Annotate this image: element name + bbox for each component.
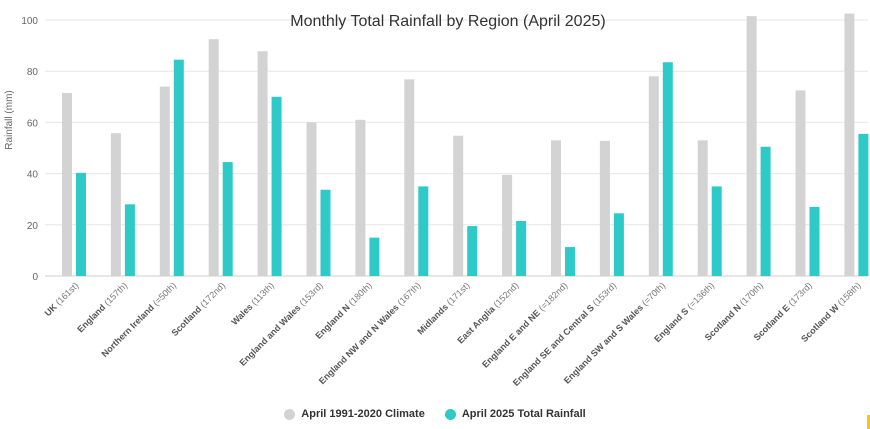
bar-2025[interactable] [809,206,820,276]
bar-climate[interactable] [208,39,219,277]
legend-item-2025[interactable]: April 2025 Total Rainfall [444,408,586,420]
bar-climate[interactable] [110,133,121,276]
bar-climate[interactable] [599,140,610,276]
bar-climate[interactable] [159,86,170,276]
bar-climate[interactable] [257,51,268,277]
bar-climate[interactable] [404,79,415,276]
bar-2025[interactable] [418,186,429,276]
x-axis-ticks: UK (161st)England (157th)Northern Irelan… [43,280,863,388]
y-tick-label: 100 [21,16,38,27]
bar-climate[interactable] [306,122,317,277]
chart-title: Monthly Total Rainfall by Region (April … [290,13,605,30]
x-tick-label: England NW and N Wales (167th) [317,280,423,386]
bar-2025[interactable] [613,213,624,276]
legend-item-climate[interactable]: April 1991-2020 Climate [284,408,425,420]
bar-2025[interactable] [760,146,771,276]
x-tick-label: England (157th) [75,280,129,334]
bar-climate[interactable] [844,13,855,276]
y-tick-label: 40 [27,170,39,181]
bar-climate[interactable] [453,135,464,276]
x-tick-label: Wales (113th) [229,280,276,327]
bar-2025[interactable] [271,96,282,276]
legend-swatch-2025 [444,408,456,420]
bar-2025[interactable] [858,133,869,276]
bar-2025[interactable] [467,226,478,276]
bar-climate[interactable] [62,92,72,277]
legend: April 1991-2020 Climate April 2025 Total… [0,408,870,420]
bar-climate[interactable] [355,119,366,276]
y-tick-label: 20 [27,221,39,232]
bar-climate[interactable] [746,16,757,276]
bar-2025[interactable] [222,162,233,276]
bar-2025[interactable] [565,247,575,276]
bars-group [62,13,869,277]
bar-2025[interactable] [320,189,331,276]
legend-swatch-climate [284,408,296,420]
corner-mark [867,415,870,429]
legend-label-2025: April 2025 Total Rainfall [461,408,586,420]
bar-2025[interactable] [369,237,380,276]
y-axis-label: Rainfall (mm) [4,90,15,149]
y-axis-ticks: 0 20 40 60 80 100 [21,16,38,283]
bar-climate[interactable] [502,174,513,276]
y-tick-label: 80 [27,67,39,78]
bar-climate[interactable] [697,140,708,276]
x-tick-label: Midlands (171st) [415,280,471,336]
x-tick-label: England and Wales (153rd) [237,280,324,367]
bar-2025[interactable] [173,59,184,277]
x-tick-label: Scotland (172nd) [169,280,227,338]
bar-climate[interactable] [648,76,659,276]
y-tick-label: 0 [32,272,38,283]
x-tick-label: UK (161st) [43,280,81,318]
x-tick-label: England SW and S Wales (=70th) [562,280,667,385]
bar-2025[interactable] [662,62,673,276]
x-tick-label: England E and NE (=182nd) [480,280,569,369]
bar-climate[interactable] [795,90,806,277]
bar-climate[interactable] [551,140,561,276]
bar-2025[interactable] [711,186,722,276]
y-tick-label: 60 [27,118,39,129]
legend-label-climate: April 1991-2020 Climate [301,408,425,420]
x-tick-label: England SE and Central S (153rd) [511,280,619,388]
bar-2025[interactable] [124,204,135,276]
bar-2025[interactable] [76,172,86,276]
bar-2025[interactable] [516,220,527,276]
